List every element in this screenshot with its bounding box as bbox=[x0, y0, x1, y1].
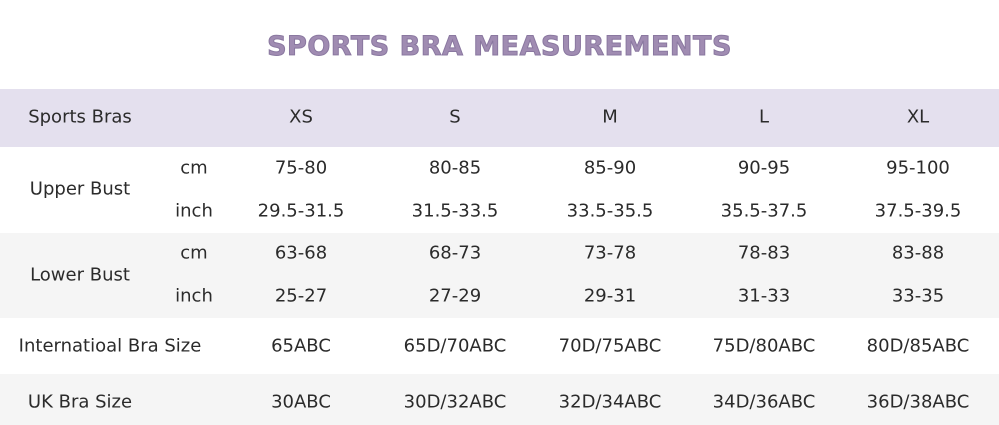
lower-bust-cm-l: 78-83 bbox=[737, 242, 791, 264]
upper-bust-inch-s: 31.5-33.5 bbox=[411, 200, 499, 222]
upper-bust-inch-xl: 37.5-39.5 bbox=[874, 200, 962, 222]
uk-s: 30D/32ABC bbox=[403, 391, 507, 413]
international-xl: 80D/85ABC bbox=[866, 335, 970, 357]
header-size-m: M bbox=[602, 106, 618, 128]
lower-bust-cm-xs: 63-68 bbox=[274, 242, 328, 264]
uk-bra-size-label: UK Bra Size bbox=[27, 391, 133, 413]
international-band bbox=[0, 318, 999, 374]
upper-bust-inch-xs: 29.5-31.5 bbox=[257, 200, 345, 222]
international-s: 65D/70ABC bbox=[403, 335, 507, 357]
lower-bust-cm-m: 73-78 bbox=[583, 242, 637, 264]
lower-bust-cm-unit: cm bbox=[180, 242, 208, 264]
uk-xs: 30ABC bbox=[271, 391, 331, 413]
lower-bust-inch-s: 27-29 bbox=[428, 285, 482, 307]
lower-bust-inch-m: 29-31 bbox=[583, 285, 637, 307]
international-xs: 65ABC bbox=[271, 335, 331, 357]
international-bra-size-label: Internatioal Bra Size bbox=[18, 335, 202, 357]
lower-bust-inch-xl: 33-35 bbox=[891, 285, 945, 307]
uk-band bbox=[0, 374, 999, 425]
header-sports-bras-label: Sports Bras bbox=[28, 106, 132, 128]
lower-bust-cm-xl: 83-88 bbox=[891, 242, 945, 264]
lower-bust-band bbox=[0, 233, 999, 318]
uk-m: 32D/34ABC bbox=[558, 391, 662, 413]
header-size-xl: XL bbox=[906, 106, 930, 128]
upper-bust-band bbox=[0, 147, 999, 233]
upper-bust-cm-xs: 75-80 bbox=[274, 157, 328, 179]
lower-bust-inch-unit: inch bbox=[175, 285, 213, 307]
lower-bust-inch-xs: 25-27 bbox=[274, 285, 328, 307]
header-size-xs: XS bbox=[289, 106, 313, 128]
upper-bust-cm-unit: cm bbox=[180, 157, 208, 179]
lower-bust-inch-l: 31-33 bbox=[737, 285, 791, 307]
upper-bust-label: Upper Bust bbox=[29, 178, 131, 200]
uk-l: 34D/36ABC bbox=[712, 391, 816, 413]
header-band bbox=[0, 89, 999, 147]
upper-bust-cm-m: 85-90 bbox=[583, 157, 637, 179]
upper-bust-inch-l: 35.5-37.5 bbox=[720, 200, 808, 222]
upper-bust-inch-m: 33.5-35.5 bbox=[566, 200, 654, 222]
upper-bust-cm-s: 80-85 bbox=[428, 157, 482, 179]
international-l: 75D/80ABC bbox=[712, 335, 816, 357]
header-size-s: S bbox=[449, 106, 461, 128]
upper-bust-cm-l: 90-95 bbox=[737, 157, 791, 179]
upper-bust-inch-unit: inch bbox=[175, 200, 213, 222]
lower-bust-cm-s: 68-73 bbox=[428, 242, 482, 264]
upper-bust-cm-xl: 95-100 bbox=[886, 157, 950, 179]
lower-bust-label: Lower Bust bbox=[30, 264, 130, 286]
page-title: SPORTS BRA MEASUREMENTS bbox=[267, 31, 732, 63]
uk-xl: 36D/38ABC bbox=[866, 391, 970, 413]
header-size-l: L bbox=[758, 106, 770, 128]
international-m: 70D/75ABC bbox=[558, 335, 662, 357]
